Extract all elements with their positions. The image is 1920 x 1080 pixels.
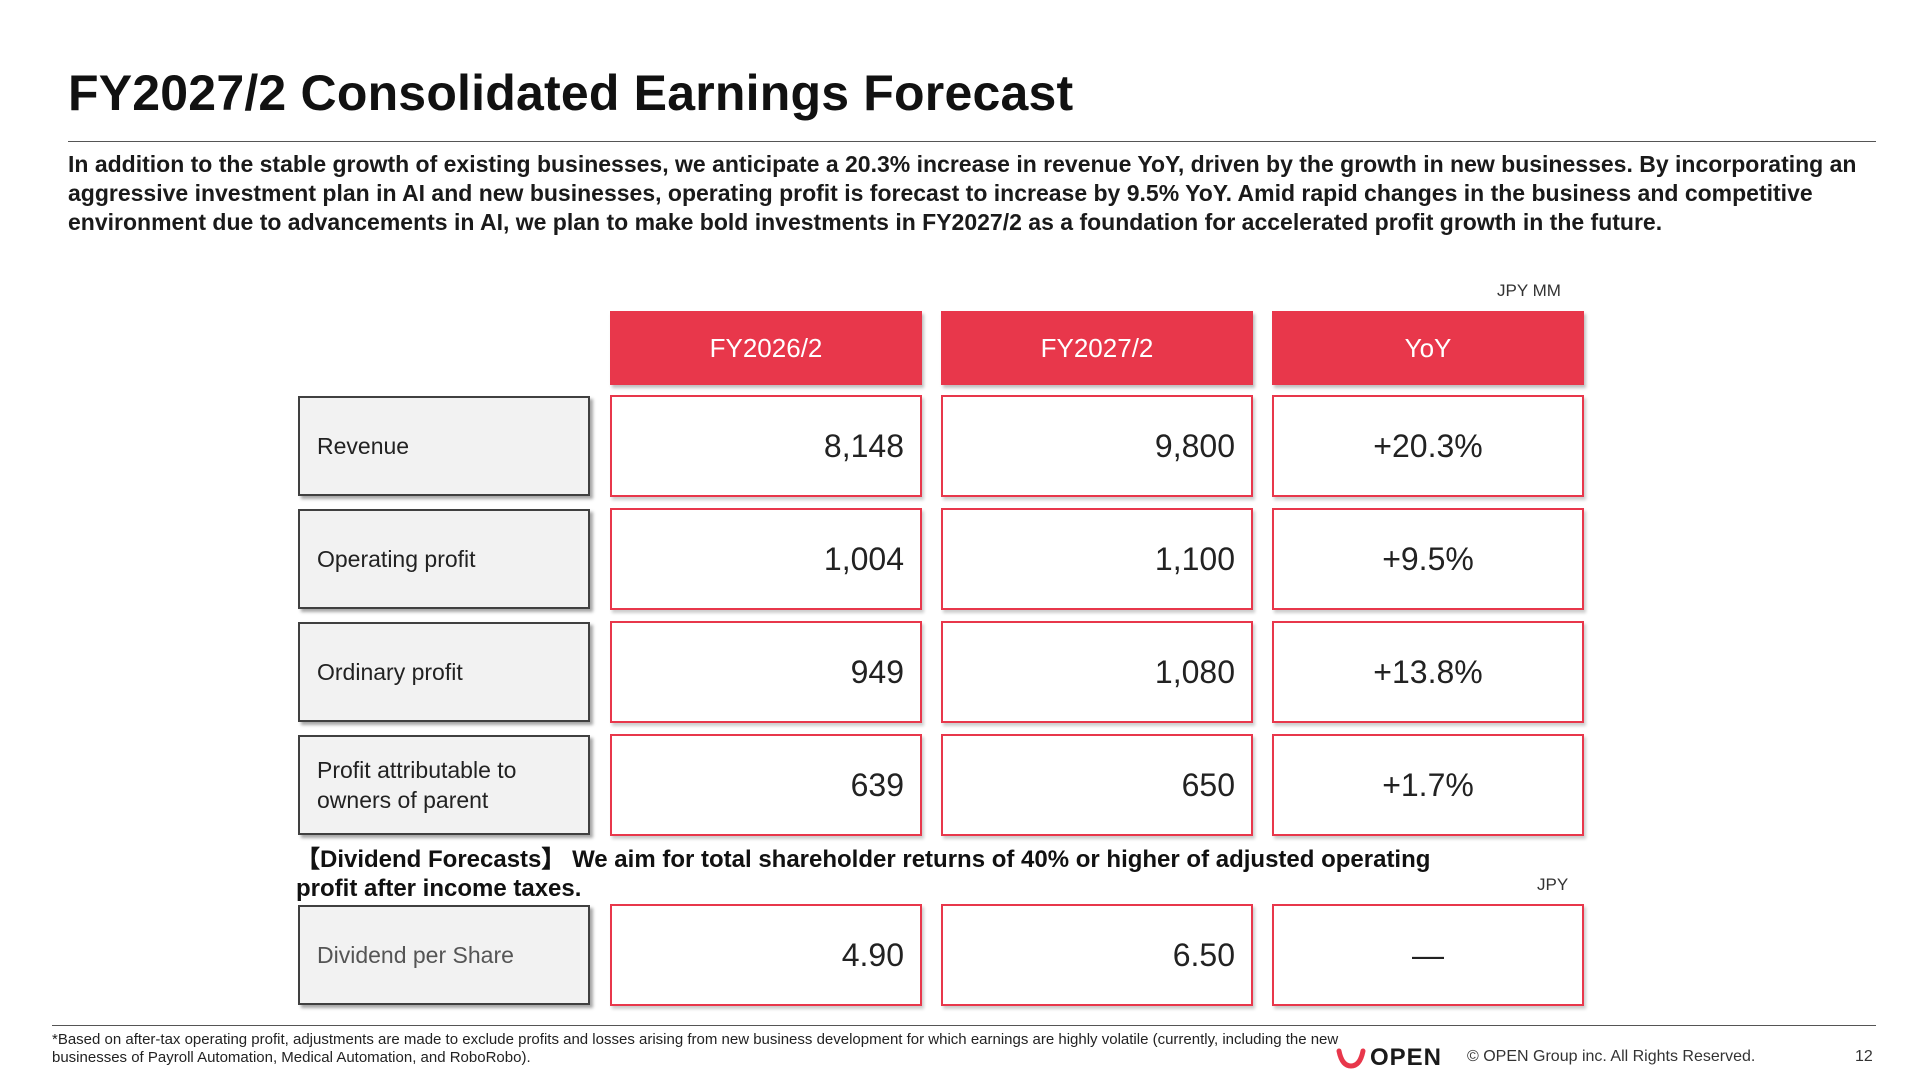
row-label-ordinary-profit: Ordinary profit xyxy=(298,622,590,722)
logo-text: OPEN xyxy=(1370,1044,1443,1071)
cell-profit-attributable-fy2026: 639 xyxy=(610,734,922,836)
title-divider xyxy=(68,141,1876,142)
cell-revenue-fy2026: 8,148 xyxy=(610,395,922,497)
row-label-dividend-per-share: Dividend per Share xyxy=(298,905,590,1005)
company-logo: OPEN xyxy=(1336,1044,1442,1072)
column-header-fy2027: FY2027/2 xyxy=(941,311,1253,385)
cell-ordinary-profit-fy2027: 1,080 xyxy=(941,621,1253,723)
cell-profit-attributable-yoy: +1.7% xyxy=(1272,734,1584,836)
cell-operating-profit-yoy: +9.5% xyxy=(1272,508,1584,610)
cell-profit-attributable-fy2027: 650 xyxy=(941,734,1253,836)
cell-operating-profit-fy2027: 1,100 xyxy=(941,508,1253,610)
copyright: © OPEN Group inc. All Rights Reserved. xyxy=(1467,1048,1756,1065)
row-label-revenue: Revenue xyxy=(298,396,590,496)
row-label-operating-profit: Operating profit xyxy=(298,509,590,609)
cell-dividend-fy2027: 6.50 xyxy=(941,904,1253,1006)
cell-revenue-fy2027: 9,800 xyxy=(941,395,1253,497)
page-number: 12 xyxy=(1855,1048,1873,1065)
unit-label-main: JPY MM xyxy=(1497,281,1561,300)
cell-ordinary-profit-fy2026: 949 xyxy=(610,621,922,723)
row-label-profit-attributable: Profit attributable to owners of parent xyxy=(298,735,590,835)
cell-dividend-yoy: — xyxy=(1272,904,1584,1006)
unit-label-dividend: JPY xyxy=(1537,875,1569,894)
cell-operating-profit-fy2026: 1,004 xyxy=(610,508,922,610)
column-header-fy2026: FY2026/2 xyxy=(610,311,922,385)
footer-divider xyxy=(52,1025,1876,1026)
cell-dividend-fy2026: 4.90 xyxy=(610,904,922,1006)
column-header-yoy: YoY xyxy=(1272,311,1584,385)
cell-ordinary-profit-yoy: +13.8% xyxy=(1272,621,1584,723)
logo-mark-icon xyxy=(1336,1048,1366,1069)
dividend-heading: 【Dividend Forecasts】 We aim for total sh… xyxy=(296,846,1431,902)
footnote: *Based on after-tax operating profit, ad… xyxy=(52,1031,1339,1066)
page-title: FY2027/2 Consolidated Earnings Forecast xyxy=(68,65,1074,121)
intro-paragraph: In addition to the stable growth of exis… xyxy=(68,151,1857,235)
cell-revenue-yoy: +20.3% xyxy=(1272,395,1584,497)
